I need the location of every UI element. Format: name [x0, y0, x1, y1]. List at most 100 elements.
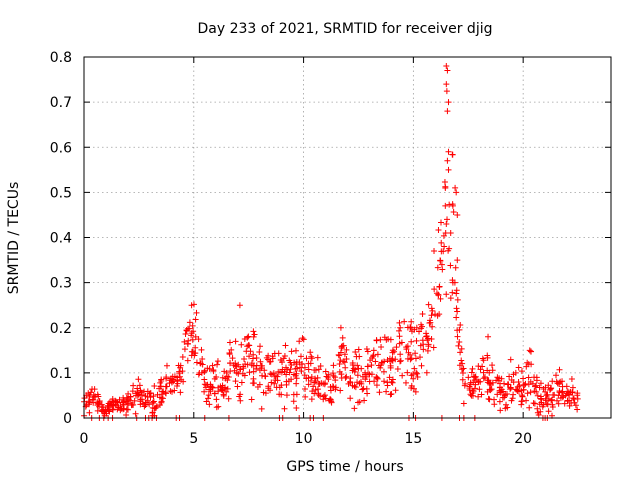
data-point — [136, 382, 143, 389]
data-point — [408, 318, 415, 325]
data-point — [240, 365, 247, 372]
data-point — [458, 345, 465, 352]
data-point — [434, 264, 441, 271]
data-point — [185, 337, 192, 344]
data-point — [222, 375, 229, 382]
data-point — [278, 391, 285, 398]
data-point — [404, 324, 411, 331]
data-point — [347, 375, 354, 382]
data-point — [176, 373, 183, 380]
peak-point — [443, 63, 450, 70]
data-point — [330, 372, 337, 379]
data-point — [457, 349, 464, 356]
data-point — [424, 347, 431, 354]
data-point — [281, 405, 288, 412]
x-tick-label: 20 — [514, 431, 532, 447]
data-point — [472, 373, 479, 380]
data-point — [368, 371, 375, 378]
data-point — [94, 402, 101, 409]
data-point — [339, 334, 346, 341]
data-point — [352, 384, 359, 391]
data-point — [256, 367, 263, 374]
data-point — [343, 346, 350, 353]
data-point — [453, 305, 460, 312]
data-point — [315, 366, 322, 373]
y-axis-label: SRMTID / TECUs — [6, 182, 22, 295]
data-point — [388, 357, 395, 364]
data-point — [443, 291, 450, 298]
data-point — [444, 216, 451, 223]
data-point — [410, 385, 417, 392]
data-point — [225, 374, 232, 381]
data-point — [265, 352, 272, 359]
data-point — [509, 395, 516, 402]
data-point — [275, 368, 282, 375]
data-point — [376, 389, 383, 396]
data-point — [477, 366, 484, 373]
data-point — [226, 339, 233, 346]
peak-point — [454, 257, 461, 264]
data-point — [526, 404, 533, 411]
data-point — [151, 405, 158, 412]
data-point — [368, 362, 375, 369]
data-point — [435, 226, 442, 233]
data-point — [276, 384, 283, 391]
data-point — [89, 396, 96, 403]
data-point — [271, 380, 278, 387]
data-point — [244, 334, 251, 341]
data-point — [408, 338, 415, 345]
data-point — [350, 365, 357, 372]
data-point — [191, 350, 198, 357]
peak-point — [454, 211, 461, 218]
data-point — [449, 151, 456, 158]
data-point — [569, 384, 576, 391]
data-point — [246, 369, 253, 376]
data-point — [268, 371, 275, 378]
data-point — [371, 378, 378, 385]
data-point — [524, 390, 531, 397]
x-axis-label: GPS time / hours — [286, 459, 403, 475]
data-point — [331, 374, 338, 381]
data-point — [520, 375, 527, 382]
data-point — [260, 389, 267, 396]
data-point — [419, 323, 426, 330]
data-point — [543, 400, 550, 407]
data-point — [215, 403, 222, 410]
data-point — [389, 376, 396, 383]
data-point — [506, 373, 513, 380]
data-point — [199, 356, 206, 363]
data-point — [373, 382, 380, 389]
data-point — [364, 363, 371, 370]
data-point — [278, 369, 285, 376]
data-point — [381, 378, 388, 385]
data-point — [129, 388, 136, 395]
y-tick-label: 0.7 — [50, 95, 72, 111]
data-point — [257, 343, 264, 350]
data-point — [501, 394, 508, 401]
data-point — [397, 357, 404, 364]
data-point — [124, 406, 131, 413]
data-point — [203, 398, 210, 405]
data-point — [201, 368, 208, 375]
data-point — [546, 387, 553, 394]
data-point — [137, 387, 144, 394]
data-point — [362, 369, 369, 376]
data-point — [523, 363, 530, 370]
data-point — [459, 370, 466, 377]
data-point — [323, 373, 330, 380]
data-point — [308, 396, 315, 403]
data-point — [86, 391, 93, 398]
data-point — [442, 230, 449, 237]
data-point — [363, 373, 370, 380]
data-point — [393, 344, 400, 351]
data-point — [523, 397, 530, 404]
data-point — [309, 388, 316, 395]
data-point — [547, 385, 554, 392]
data-point — [337, 357, 344, 364]
data-point — [267, 387, 274, 394]
data-point — [120, 394, 127, 401]
data-point — [157, 383, 164, 390]
data-point — [106, 404, 113, 411]
data-point — [238, 379, 245, 386]
